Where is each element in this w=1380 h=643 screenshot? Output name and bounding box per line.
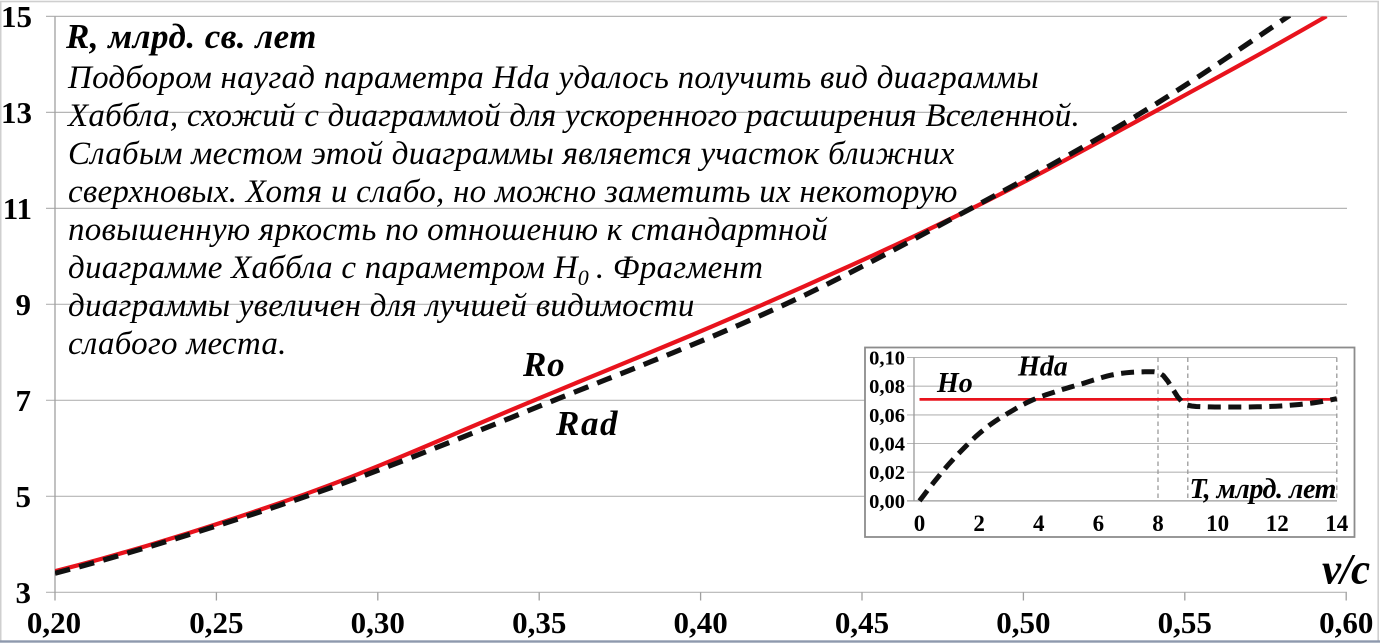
- svg-text:0,06: 0,06: [869, 405, 905, 427]
- svg-text:6: 6: [1093, 511, 1105, 536]
- svg-text:0,35: 0,35: [512, 605, 566, 640]
- svg-text:11: 11: [3, 191, 32, 226]
- svg-text:Ho: Ho: [936, 368, 973, 399]
- svg-text:слабого места.: слабого места.: [68, 326, 287, 362]
- svg-text:Rad: Rad: [555, 404, 619, 443]
- svg-text:12: 12: [1266, 511, 1289, 536]
- svg-text:Хаббла, схожий с диаграммой дл: Хаббла, схожий с диаграммой для ускоренн…: [66, 98, 1080, 134]
- svg-text:повышенную яркость по отношени: повышенную яркость по отношению к станда…: [68, 212, 828, 248]
- svg-text:3: 3: [16, 575, 32, 610]
- svg-text:0,10: 0,10: [869, 348, 905, 370]
- svg-text:13: 13: [1, 95, 32, 130]
- svg-text:0: 0: [914, 511, 926, 536]
- svg-text:диаграмме Хаббла с параметром: диаграмме Хаббла с параметром Н0 . Фрагм…: [68, 250, 763, 290]
- svg-text:Слабым местом этой диаграммы я: Слабым местом этой диаграммы является уч…: [68, 136, 955, 172]
- svg-text:9: 9: [16, 287, 32, 322]
- svg-text:7: 7: [16, 383, 32, 418]
- svg-text:Hda: Hda: [1017, 352, 1068, 383]
- svg-text:0,20: 0,20: [27, 605, 81, 640]
- svg-text:R, млрд. св. лет: R, млрд. св. лет: [65, 17, 317, 56]
- svg-text:сверхновых. Хотя и слабо, но м: сверхновых. Хотя и слабо, но можно замет…: [68, 174, 958, 210]
- svg-text:T, млрд. лет: T, млрд. лет: [1190, 474, 1336, 505]
- svg-text:Подбором наугад параметра Hda: Подбором наугад параметра Hda удалось по…: [67, 60, 1039, 96]
- svg-text:0,45: 0,45: [835, 605, 889, 640]
- svg-text:0,55: 0,55: [1158, 605, 1212, 640]
- svg-text:10: 10: [1206, 511, 1229, 536]
- svg-text:Ro: Ro: [522, 345, 565, 384]
- svg-text:5: 5: [16, 479, 32, 514]
- svg-text:0,60: 0,60: [1319, 605, 1373, 640]
- svg-text:диаграммы увеличен для лучшей: диаграммы увеличен для лучшей видимости: [68, 288, 695, 324]
- svg-text:0,25: 0,25: [189, 605, 243, 640]
- svg-text:0,08: 0,08: [869, 376, 905, 398]
- svg-text:2: 2: [973, 511, 985, 536]
- svg-text:8: 8: [1152, 511, 1164, 536]
- svg-text:0,02: 0,02: [869, 462, 905, 484]
- svg-text:4: 4: [1033, 511, 1045, 536]
- svg-text:0,30: 0,30: [351, 605, 405, 640]
- svg-text:14: 14: [1325, 511, 1349, 536]
- svg-text:15: 15: [1, 0, 32, 34]
- svg-text:0,04: 0,04: [869, 434, 905, 456]
- svg-text:0,50: 0,50: [996, 605, 1050, 640]
- svg-text:v/c: v/c: [1322, 547, 1370, 594]
- svg-text:0,40: 0,40: [673, 605, 727, 640]
- svg-text:0,00: 0,00: [869, 491, 905, 513]
